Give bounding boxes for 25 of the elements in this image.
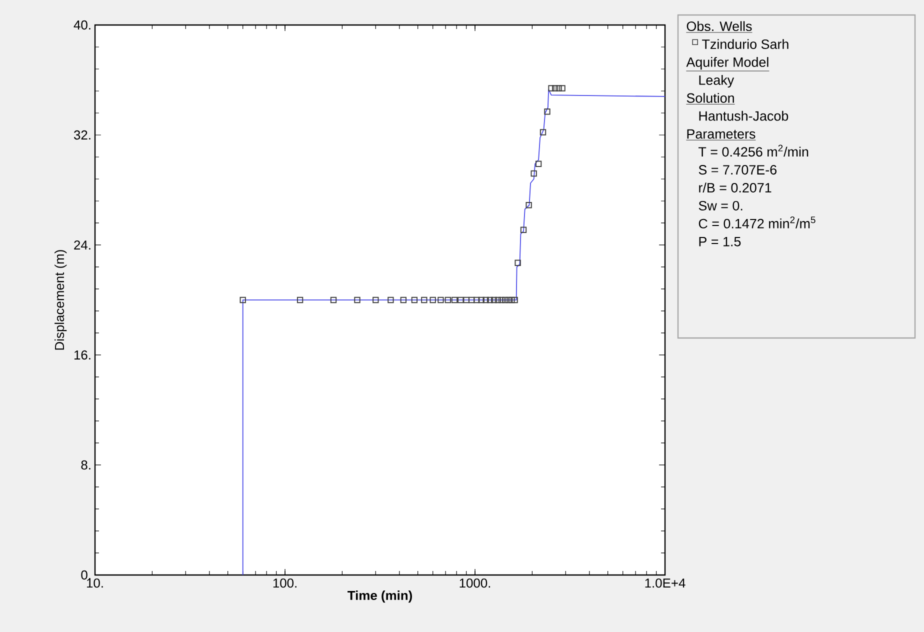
text: Parameters xyxy=(687,129,756,139)
text: S = 7.707E-6 xyxy=(698,165,776,175)
x-tick-label: 10. xyxy=(86,578,103,588)
y-tick-label: 0. xyxy=(81,570,90,580)
text: T = 0.4256 m$^{2}$/min xyxy=(698,144,808,157)
text: P = 1.5 xyxy=(699,236,741,246)
y-tick-label: 40. xyxy=(74,20,90,30)
x-tick-label: 100. xyxy=(273,578,296,588)
text: Sw = 0. xyxy=(698,200,742,210)
text: C = 0.1472 min$^{2}$/m$^{5}$ xyxy=(698,216,816,228)
x-tick-label: 1.0E+4 xyxy=(645,578,686,588)
text: Obs. Wells xyxy=(686,21,752,32)
y-tick-label: 24. xyxy=(74,240,90,250)
text: Leaky xyxy=(699,75,734,88)
x-tick-label: 1000. xyxy=(460,578,490,588)
y-tick-label: 16. xyxy=(74,350,90,360)
text: Solution xyxy=(686,92,734,103)
legend-label: Tzindurio Sarh xyxy=(702,39,788,49)
y-tick-label: 8. xyxy=(81,460,90,470)
text: r/B = 0.2071 xyxy=(699,182,772,193)
text: Aquifer Model xyxy=(686,57,768,70)
y-axis-title: Displacement (m) xyxy=(54,250,67,350)
y-tick-label: 32. xyxy=(74,130,90,140)
text: Hantush-Jacob xyxy=(699,110,788,121)
x-axis-title: Time (min) xyxy=(348,590,412,603)
